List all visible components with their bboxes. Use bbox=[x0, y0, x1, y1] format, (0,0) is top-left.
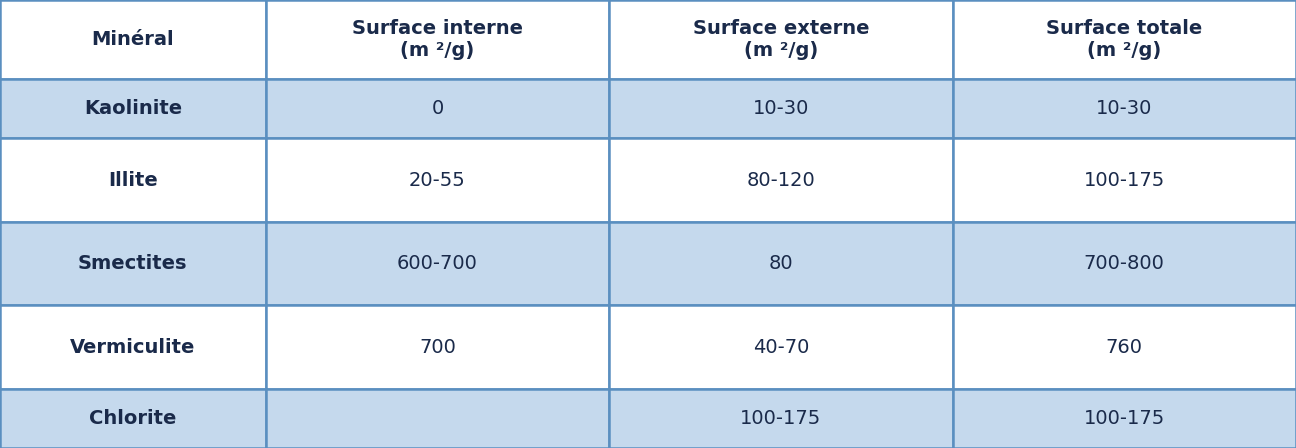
Text: Chlorite: Chlorite bbox=[89, 409, 176, 428]
Text: 100-175: 100-175 bbox=[1083, 171, 1165, 190]
Text: Kaolinite: Kaolinite bbox=[84, 99, 181, 118]
Text: Smectites: Smectites bbox=[78, 254, 188, 273]
Bar bbox=[266, 0, 609, 79]
Bar bbox=[953, 222, 1296, 306]
Bar bbox=[0, 79, 266, 138]
Text: 100-175: 100-175 bbox=[1083, 409, 1165, 428]
Bar bbox=[609, 0, 953, 79]
Bar bbox=[0, 389, 266, 448]
Bar bbox=[609, 306, 953, 389]
Text: 760: 760 bbox=[1105, 338, 1143, 357]
Bar bbox=[609, 389, 953, 448]
Text: Illite: Illite bbox=[108, 171, 158, 190]
Bar bbox=[609, 222, 953, 306]
Bar bbox=[953, 306, 1296, 389]
Text: Surface externe
(m ²/g): Surface externe (m ²/g) bbox=[692, 19, 870, 60]
Bar bbox=[266, 306, 609, 389]
Bar bbox=[0, 0, 266, 79]
Text: 40-70: 40-70 bbox=[753, 338, 809, 357]
Bar bbox=[609, 138, 953, 222]
Text: Vermiculite: Vermiculite bbox=[70, 338, 196, 357]
Text: Minéral: Minéral bbox=[92, 30, 174, 49]
Text: 10-30: 10-30 bbox=[753, 99, 809, 118]
Text: Surface interne
(m ²/g): Surface interne (m ²/g) bbox=[353, 19, 522, 60]
Bar bbox=[953, 138, 1296, 222]
Text: 700-800: 700-800 bbox=[1083, 254, 1165, 273]
Bar bbox=[266, 138, 609, 222]
Bar bbox=[953, 389, 1296, 448]
Text: Surface totale
(m ²/g): Surface totale (m ²/g) bbox=[1046, 19, 1203, 60]
Text: 0: 0 bbox=[432, 99, 443, 118]
Text: 700: 700 bbox=[419, 338, 456, 357]
Bar bbox=[0, 306, 266, 389]
Bar bbox=[0, 138, 266, 222]
Text: 20-55: 20-55 bbox=[410, 171, 465, 190]
Bar bbox=[266, 389, 609, 448]
Text: 10-30: 10-30 bbox=[1096, 99, 1152, 118]
Text: 100-175: 100-175 bbox=[740, 409, 822, 428]
Text: 80: 80 bbox=[769, 254, 793, 273]
Bar bbox=[609, 79, 953, 138]
Bar bbox=[953, 0, 1296, 79]
Bar bbox=[266, 79, 609, 138]
Bar bbox=[266, 222, 609, 306]
Bar bbox=[953, 79, 1296, 138]
Text: 80-120: 80-120 bbox=[746, 171, 815, 190]
Text: 600-700: 600-700 bbox=[397, 254, 478, 273]
Bar bbox=[0, 222, 266, 306]
